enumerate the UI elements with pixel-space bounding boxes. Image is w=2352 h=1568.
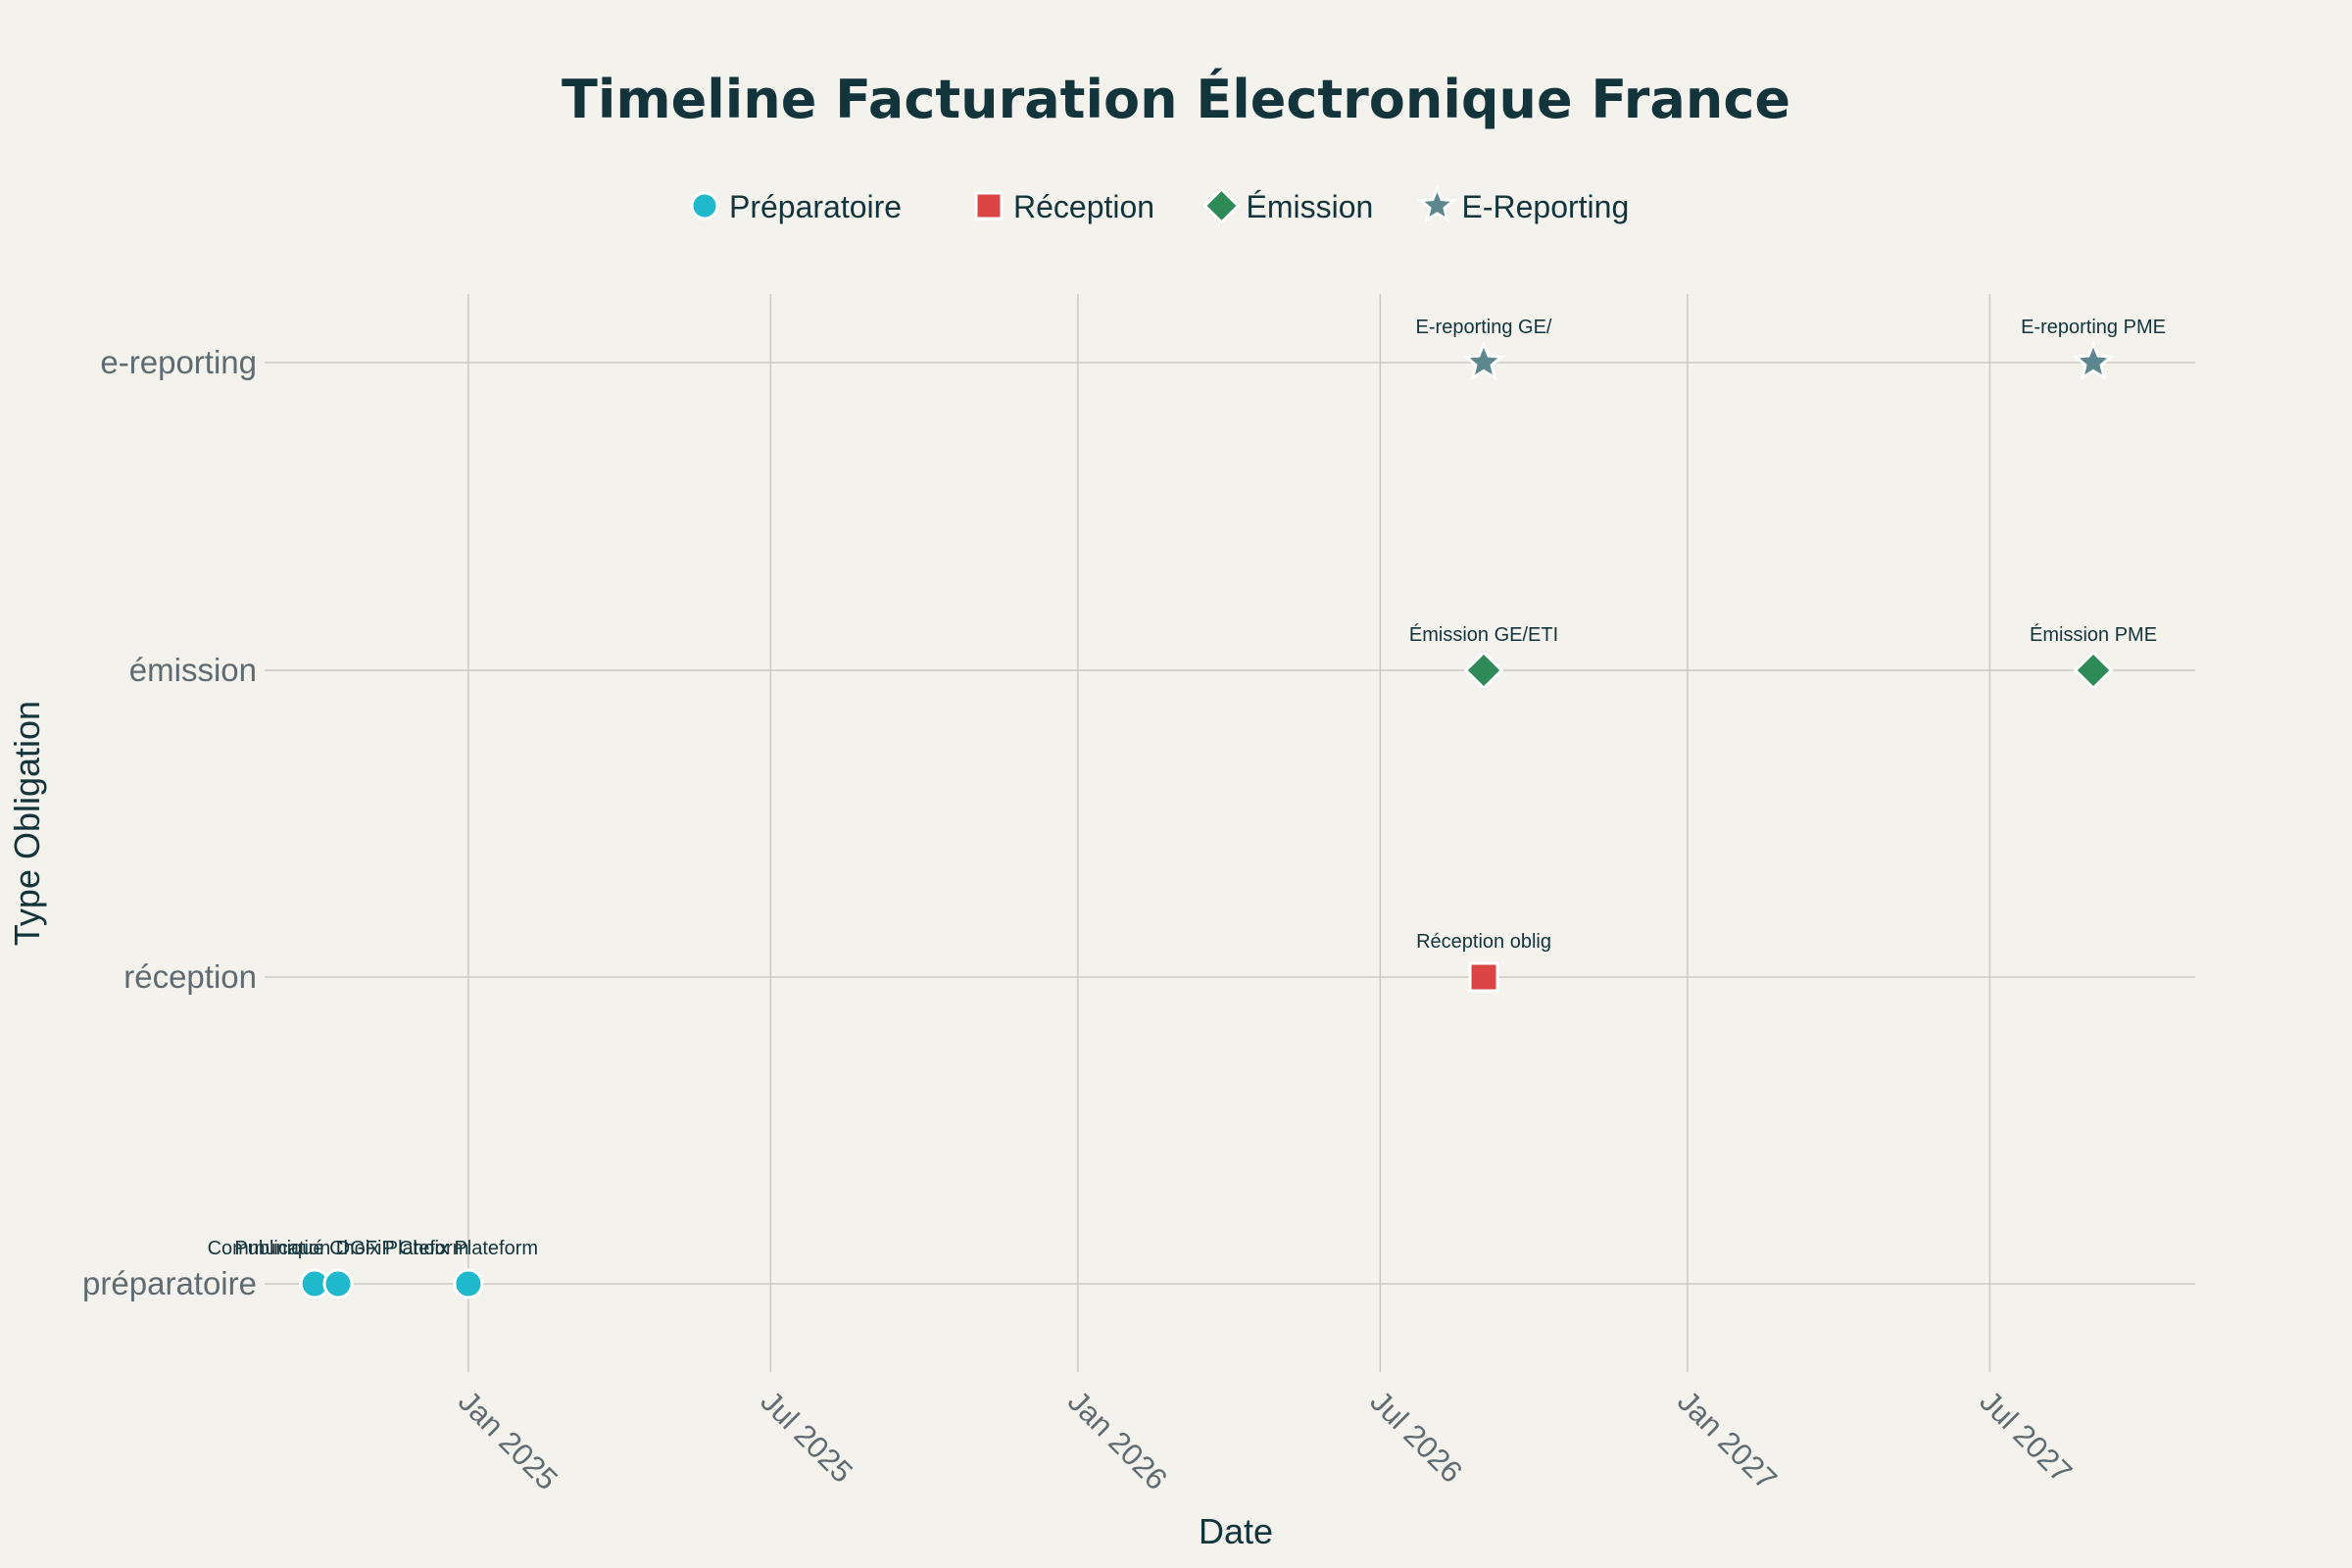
legend-label: Préparatoire	[729, 189, 902, 224]
data-label: Choix Plateform	[399, 1238, 538, 1259]
y-axis-ticks: préparatoire réception émission e-reporting	[82, 344, 257, 1301]
data-label: Réception oblig	[1416, 931, 1551, 953]
y-tick-label: émission	[129, 652, 257, 688]
legend-item[interactable]: Réception	[974, 189, 1154, 224]
x-tick-label: Jan 2025	[452, 1384, 564, 1496]
x-tick-label: Jul 2026	[1363, 1384, 1469, 1490]
legend[interactable]: Préparatoire Réception Émission E-Reporting	[690, 184, 1630, 225]
y-tick-label: e-reporting	[100, 344, 257, 380]
data-point[interactable]	[1468, 961, 1499, 993]
y-tick-label: réception	[123, 958, 257, 995]
x-tick-label: Jul 2027	[1973, 1384, 2079, 1490]
data-label: Émission PME	[2030, 623, 2157, 646]
y-axis-title: Type Obligation	[7, 701, 47, 946]
data-point[interactable]	[1462, 340, 1505, 381]
data-points[interactable]	[299, 340, 2115, 1299]
data-point[interactable]	[1463, 650, 1504, 691]
data-label: E-reporting GE/	[1416, 317, 1552, 338]
legend-item[interactable]: Émission	[1202, 186, 1374, 225]
legend-marker[interactable]	[690, 191, 719, 220]
y-tick-label: préparatoire	[82, 1265, 257, 1301]
x-axis-ticks: Jan 2025 Jul 2025 Jan 2026 Jul 2026 Jan 2027…	[452, 1384, 2079, 1496]
legend-marker[interactable]	[974, 191, 1004, 220]
data-point[interactable]	[2072, 340, 2115, 381]
legend-label: E-Reporting	[1462, 189, 1630, 224]
data-label: Communiqué Choix Plateform	[208, 1238, 469, 1259]
x-tick-label: Jan 2026	[1061, 1384, 1174, 1496]
data-label: E-reporting PME	[2021, 317, 2166, 338]
legend-label: Émission	[1247, 189, 1374, 224]
legend-marker[interactable]	[1417, 184, 1457, 223]
x-axis-title: Date	[1199, 1511, 1273, 1551]
legend-marker[interactable]	[1202, 186, 1241, 225]
data-point[interactable]	[322, 1268, 354, 1299]
legend-item[interactable]: E-Reporting	[1417, 184, 1630, 224]
chart-title: Timeline Facturation Électronique France	[562, 69, 1790, 130]
data-label: Émission GE/ETI	[1409, 623, 1558, 646]
gridlines	[265, 294, 2195, 1372]
x-tick-label: Jul 2025	[754, 1384, 859, 1490]
x-tick-label: Jan 2027	[1671, 1384, 1784, 1496]
legend-item[interactable]: Préparatoire	[690, 189, 902, 224]
data-label: Publication DGFiP	[234, 1238, 394, 1259]
data-point[interactable]	[2073, 650, 2114, 691]
data-point[interactable]	[453, 1268, 484, 1299]
legend-label: Réception	[1013, 189, 1154, 224]
